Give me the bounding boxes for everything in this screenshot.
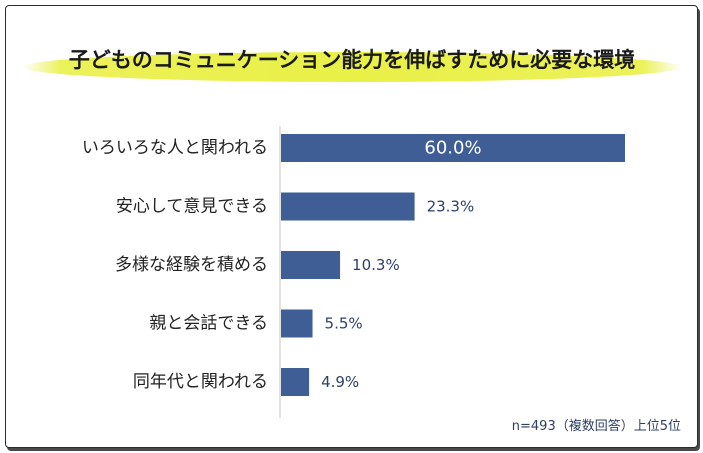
bar <box>281 134 625 162</box>
category-label: 安心して意見できる <box>116 197 268 217</box>
value-label: 4.9% <box>321 373 359 391</box>
bar <box>281 192 415 221</box>
sample-note: n=493（複数回答）上位5位 <box>512 418 681 434</box>
category-label: 同年代と関われる <box>133 372 268 392</box>
bar <box>281 251 341 279</box>
category-label: いろいろな人と関われる <box>82 138 268 158</box>
bar <box>281 368 310 396</box>
chart-title: 子どものコミュニケーション能力を伸ばすために必要な環境 <box>69 48 636 72</box>
value-label: 10.3% <box>352 256 400 274</box>
category-label: 多様な経験を積める <box>115 255 268 275</box>
chart-canvas: 子どものコミュニケーション能力を伸ばすために必要な環境 いろいろな人と関われる 6… <box>22 48 682 434</box>
title-highlight <box>22 52 682 82</box>
chart-frame: 子どものコミュニケーション能力を伸ばすために必要な環境 いろいろな人と関われる 6… <box>5 5 698 448</box>
category-label: 親と会話できる <box>149 314 268 334</box>
bars-layer: いろいろな人と関われる 60.0% 安心して意見できる 23.3% 多様な経験を積める 1… <box>82 134 625 396</box>
bar <box>281 309 313 338</box>
value-label: 5.5% <box>325 315 363 333</box>
value-label: 23.3% <box>427 198 475 216</box>
value-label: 60.0% <box>424 138 481 159</box>
